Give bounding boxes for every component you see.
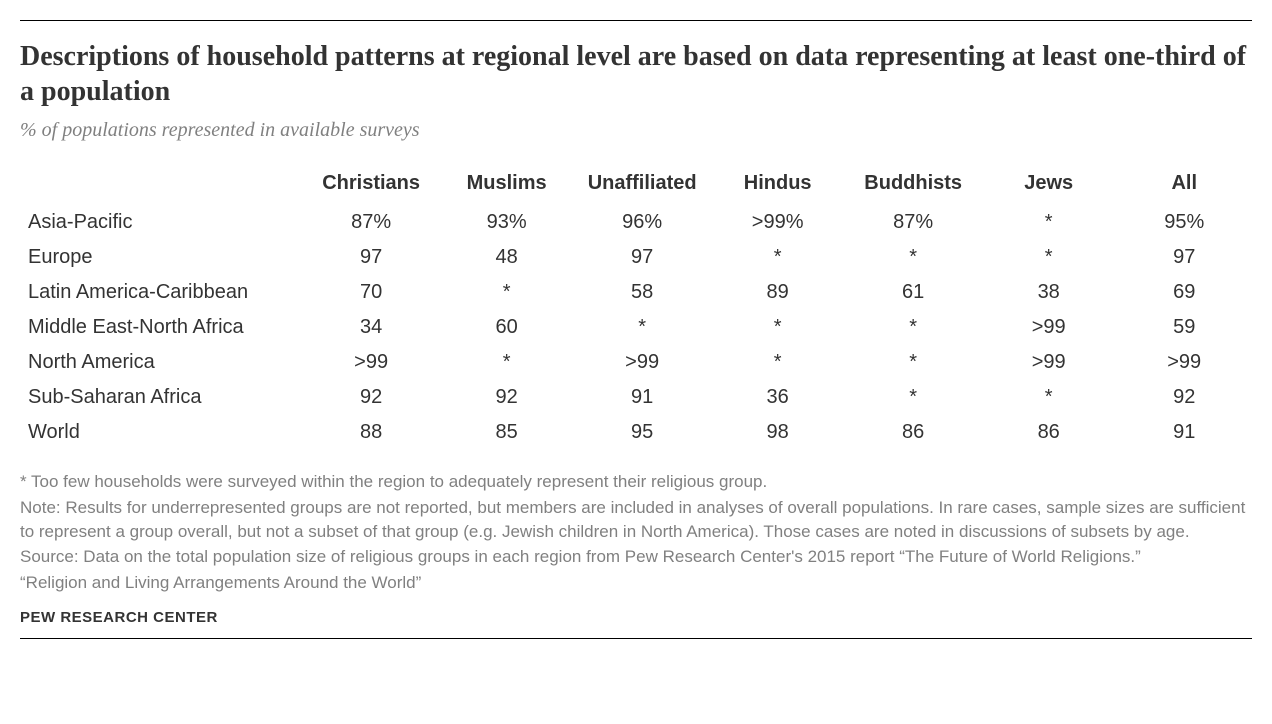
cell: * <box>710 345 846 380</box>
table-row: Asia-Pacific 87% 93% 96% >99% 87% * 95% <box>20 205 1252 240</box>
cell: 69 <box>1116 275 1252 310</box>
cell: 59 <box>1116 310 1252 345</box>
cell: 70 <box>303 275 439 310</box>
cell: 58 <box>574 275 710 310</box>
cell: * <box>981 240 1117 275</box>
table-row: Middle East-North Africa 34 60 * * * >99… <box>20 310 1252 345</box>
cell: * <box>981 380 1117 415</box>
table-row: World 88 85 95 98 86 86 91 <box>20 415 1252 450</box>
cell: * <box>710 310 846 345</box>
footnote-note: Note: Results for underrepresented group… <box>20 496 1252 544</box>
data-table: Christians Muslims Unaffiliated Hindus B… <box>20 166 1252 450</box>
cell: * <box>845 345 981 380</box>
table-row: Europe 97 48 97 * * * 97 <box>20 240 1252 275</box>
cell: 89 <box>710 275 846 310</box>
cell: 96% <box>574 205 710 240</box>
cell: 60 <box>439 310 575 345</box>
cell: * <box>845 310 981 345</box>
table-row: Latin America-Caribbean 70 * 58 89 61 38… <box>20 275 1252 310</box>
row-label: Asia-Pacific <box>20 205 303 240</box>
cell: 34 <box>303 310 439 345</box>
cell: >99 <box>303 345 439 380</box>
cell: 88 <box>303 415 439 450</box>
table-row: North America >99 * >99 * * >99 >99 <box>20 345 1252 380</box>
cell: 36 <box>710 380 846 415</box>
footnotes: * Too few households were surveyed withi… <box>20 470 1252 595</box>
cell: 61 <box>845 275 981 310</box>
cell: >99 <box>574 345 710 380</box>
cell: 95% <box>1116 205 1252 240</box>
row-label: World <box>20 415 303 450</box>
cell: 91 <box>574 380 710 415</box>
row-label: North America <box>20 345 303 380</box>
cell: 92 <box>303 380 439 415</box>
cell: * <box>574 310 710 345</box>
cell: 97 <box>303 240 439 275</box>
cell: 48 <box>439 240 575 275</box>
cell: 92 <box>439 380 575 415</box>
cell: 98 <box>710 415 846 450</box>
cell: * <box>439 345 575 380</box>
cell: 97 <box>1116 240 1252 275</box>
title: Descriptions of household patterns at re… <box>20 39 1252 109</box>
table-header-blank <box>20 166 303 205</box>
table-header: Muslims <box>439 166 575 205</box>
footnote-source: Source: Data on the total population siz… <box>20 545 1252 569</box>
table-row: Sub-Saharan Africa 92 92 91 36 * * 92 <box>20 380 1252 415</box>
cell: 87% <box>303 205 439 240</box>
cell: 91 <box>1116 415 1252 450</box>
cell: 92 <box>1116 380 1252 415</box>
cell: 93% <box>439 205 575 240</box>
subtitle: % of populations represented in availabl… <box>20 119 1252 142</box>
cell: * <box>845 240 981 275</box>
table-header: All <box>1116 166 1252 205</box>
table-header: Unaffiliated <box>574 166 710 205</box>
cell: >99 <box>1116 345 1252 380</box>
cell: * <box>845 380 981 415</box>
cell: 38 <box>981 275 1117 310</box>
cell: >99% <box>710 205 846 240</box>
cell: * <box>981 205 1117 240</box>
cell: 97 <box>574 240 710 275</box>
report-table-container: Descriptions of household patterns at re… <box>20 20 1252 639</box>
table-header: Christians <box>303 166 439 205</box>
footnote-asterisk: * Too few households were surveyed withi… <box>20 470 1252 494</box>
table-header: Buddhists <box>845 166 981 205</box>
cell: >99 <box>981 310 1117 345</box>
cell: * <box>710 240 846 275</box>
row-label: Europe <box>20 240 303 275</box>
attribution: PEW RESEARCH CENTER <box>20 609 1252 626</box>
cell: >99 <box>981 345 1117 380</box>
row-label: Latin America-Caribbean <box>20 275 303 310</box>
footnote-report: “Religion and Living Arrangements Around… <box>20 571 1252 595</box>
cell: 87% <box>845 205 981 240</box>
cell: 85 <box>439 415 575 450</box>
cell: 95 <box>574 415 710 450</box>
cell: * <box>439 275 575 310</box>
row-label: Middle East-North Africa <box>20 310 303 345</box>
cell: 86 <box>981 415 1117 450</box>
cell: 86 <box>845 415 981 450</box>
table-header: Jews <box>981 166 1117 205</box>
row-label: Sub-Saharan Africa <box>20 380 303 415</box>
table-header-row: Christians Muslims Unaffiliated Hindus B… <box>20 166 1252 205</box>
table-header: Hindus <box>710 166 846 205</box>
